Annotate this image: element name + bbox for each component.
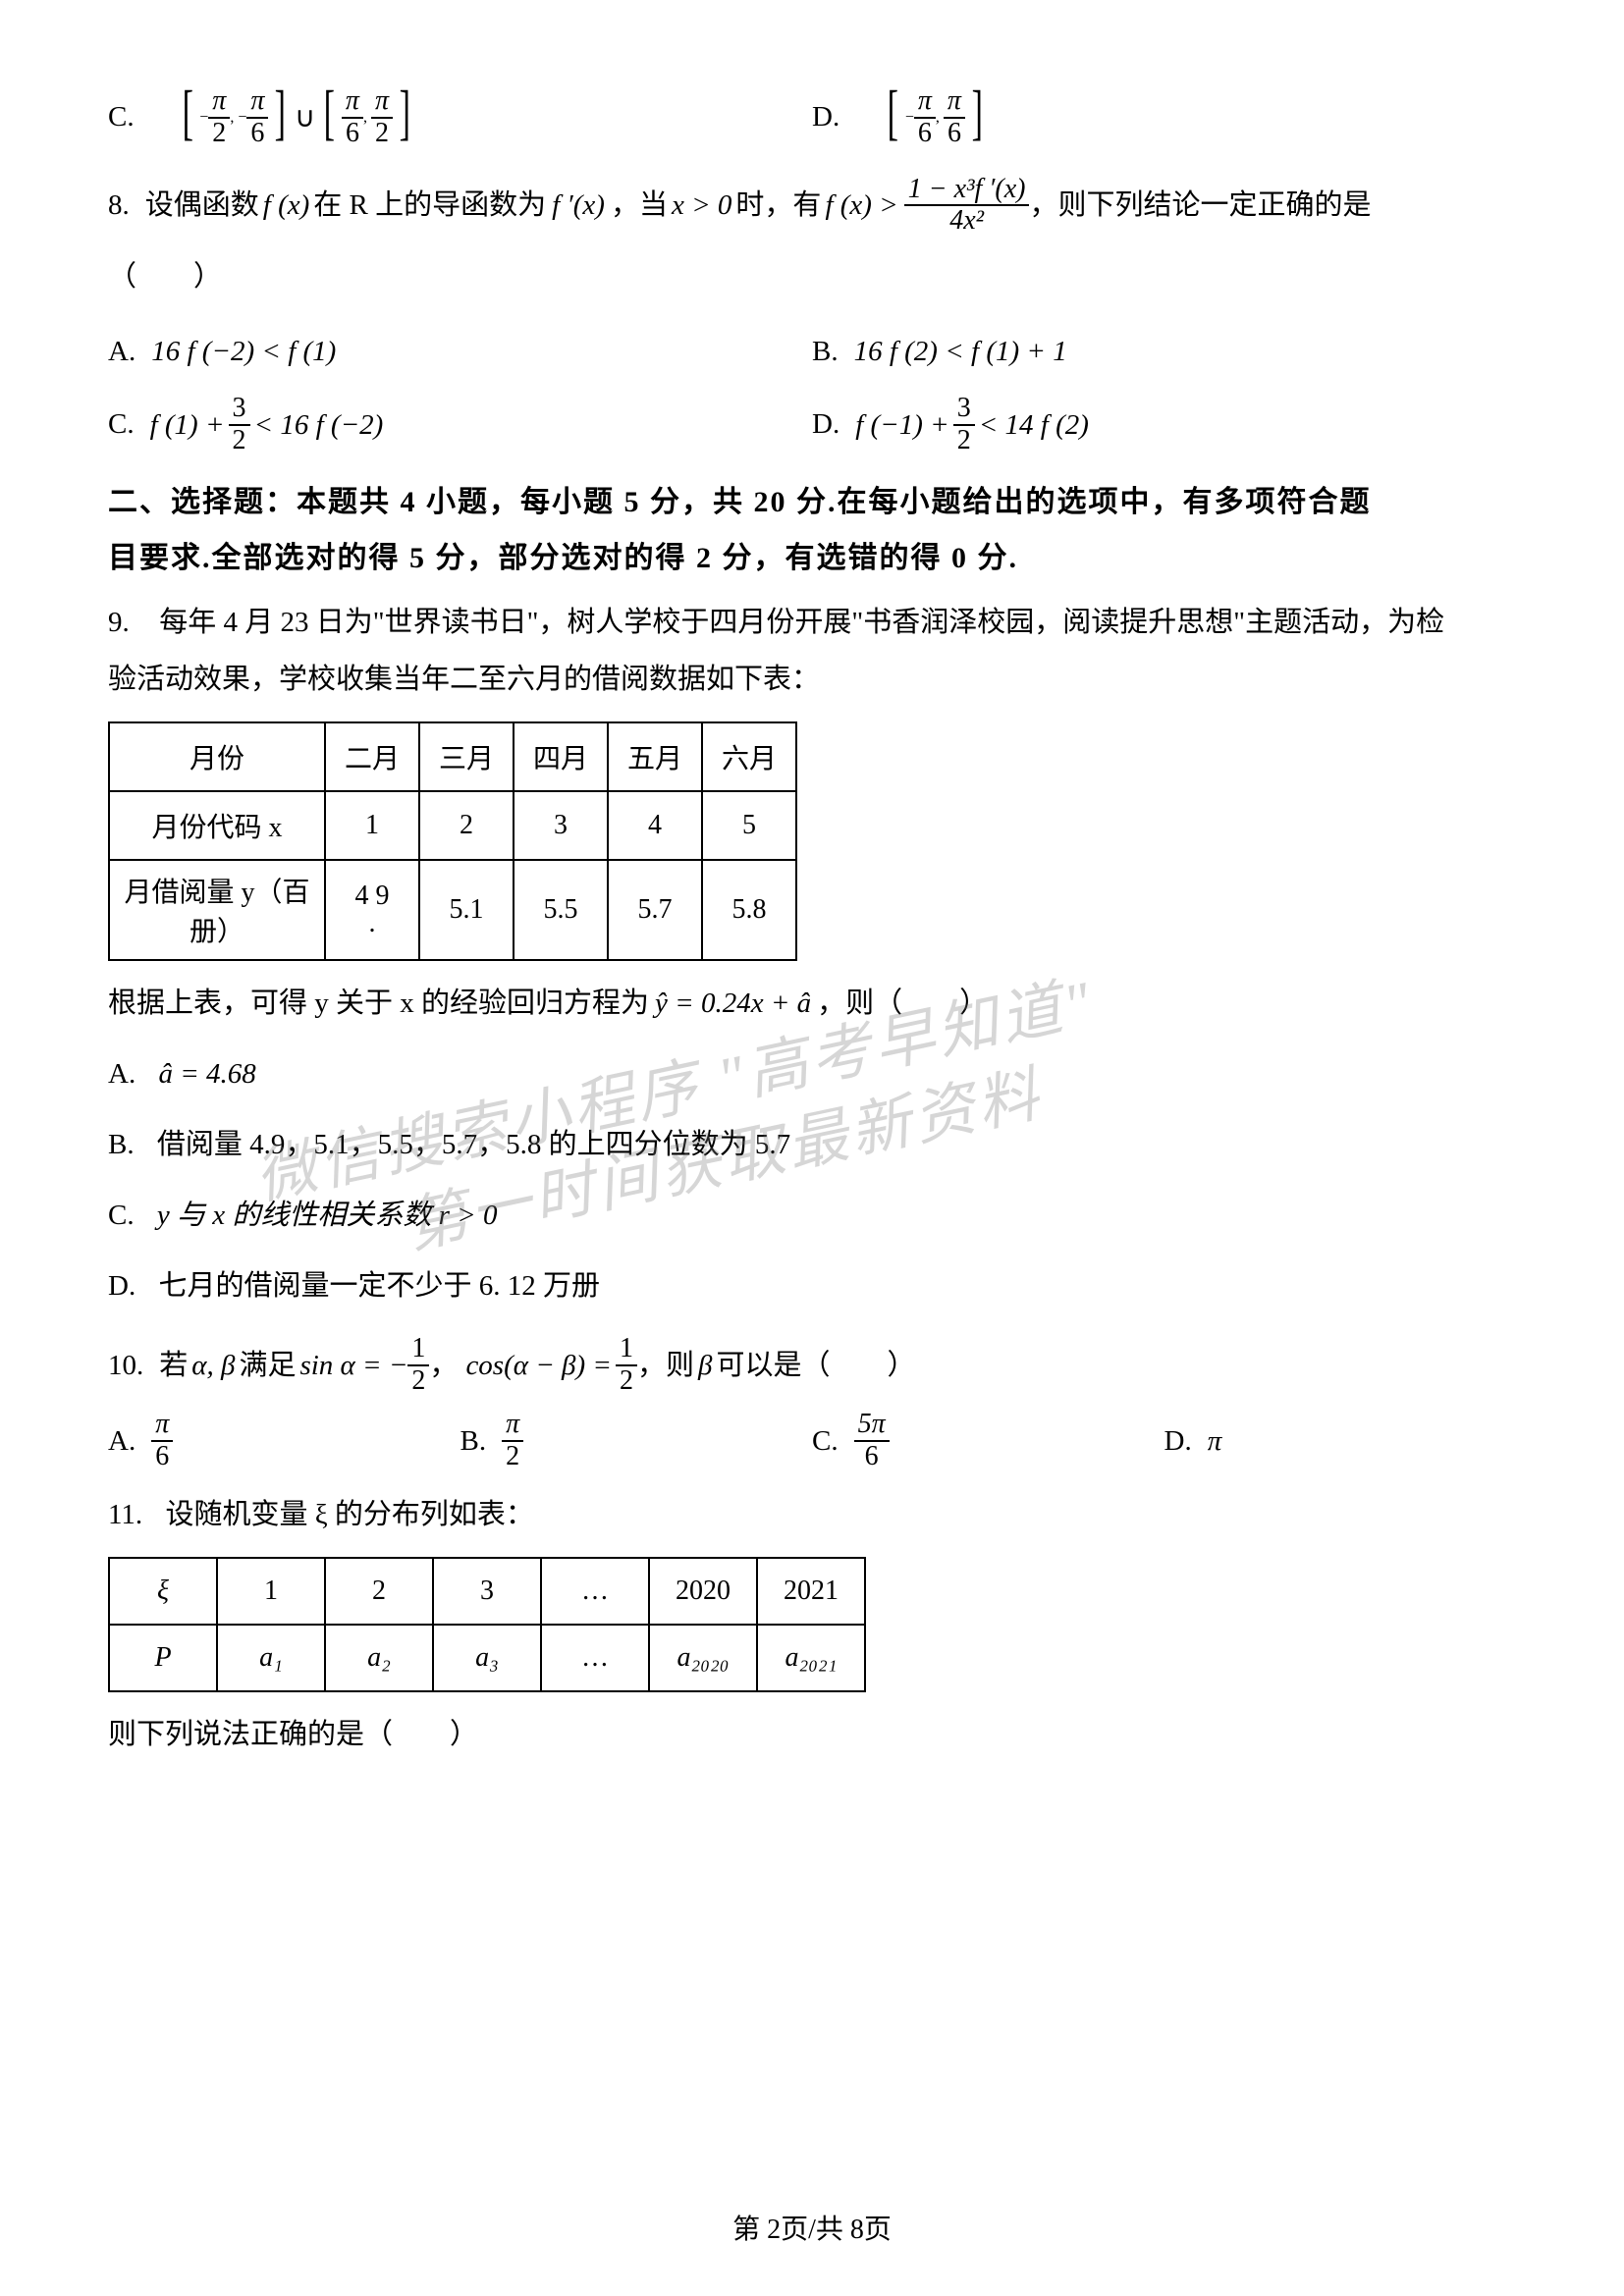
interval: [ − π6 , π6 ] xyxy=(883,86,987,149)
page: C. [ − π2 , − π6 ] ∪ [ π6 , π2 xyxy=(0,0,1624,2296)
page-footer: 第 2页/共 8页 xyxy=(0,2208,1624,2247)
q9-opt-b: B. 借阅量 4.9，5.1，5.5，5.7，5.8 的上四分位数为 5.7 xyxy=(108,1116,1516,1173)
table-row: P a₁ a₂ a₃ … a₂₀₂₀ a₂₀₂₁ xyxy=(109,1625,865,1691)
q11-after: 则下列说法正确的是（ ） xyxy=(108,1706,1516,1763)
q10-opt-c: C. 5π6 xyxy=(812,1410,1164,1472)
table-row: 月份代码 x 1 2 3 4 5 xyxy=(109,791,796,860)
q7-opt-d: D. [ − π6 , π6 ] xyxy=(812,86,1516,149)
table-row: 月份 二月 三月 四月 五月 六月 xyxy=(109,722,796,791)
q11-stem: 11. 设随机变量 ξ 的分布列如表： xyxy=(108,1486,1516,1543)
q8-paren: （ ） xyxy=(108,248,1516,305)
section-2-header: 二、选择题：本题共 4 小题，每小题 5 分，共 20 分.在每小题给出的选项中… xyxy=(108,474,1516,586)
q8-opt-d: D. f (−1) + 32 < 14 f (2) xyxy=(812,394,1516,456)
q10-options: A. π6 B. π2 C. 5π6 D. π xyxy=(108,1410,1516,1472)
q9-opt-c: C. y 与 x 的线性相关系数 r > 0 xyxy=(108,1187,1516,1244)
q10-opt-b: B. π2 xyxy=(460,1410,813,1472)
q8-opt-a: A. 16 f (−2) < f (1) xyxy=(108,323,812,380)
option-label: D. xyxy=(812,101,839,133)
interval-2: [ π6 , π2 ] xyxy=(319,86,414,149)
q9-opt-a: A. â = 4.68 xyxy=(108,1045,1516,1102)
option-label: C. xyxy=(108,101,135,133)
q10-opt-d: D. π xyxy=(1164,1410,1517,1472)
interval-1: [ − π2 , − π6 ] xyxy=(178,86,291,149)
q8-stem: 8. 设偶函数 f (x) 在 R 上的导函数为 f ′(x) ，当 x > 0… xyxy=(108,175,1516,238)
table-row: 月借阅量 y（百册） 4 9 . 5.1 5.5 5.7 5.8 xyxy=(109,860,796,960)
table-row: ξ 1 2 3 … 2020 2021 xyxy=(109,1558,865,1625)
q8-opt-b: B. 16 f (2) < f (1) + 1 xyxy=(812,323,1516,380)
q7-options-cd: C. [ − π2 , − π6 ] ∪ [ π6 , π2 xyxy=(108,86,1516,149)
q8-opts-cd: C. f (1) + 32 < 16 f (−2) D. f (−1) + 32… xyxy=(108,394,1516,456)
q9-stem: 9. 每年 4 月 23 日为"世界读书日"，树人学校于四月份开展"书香润泽校园… xyxy=(108,594,1516,651)
q9-table: 月份 二月 三月 四月 五月 六月 月份代码 x 1 2 3 4 5 月借阅量 … xyxy=(108,721,797,961)
q9-opt-d: D. 七月的借阅量一定不少于 6. 12 万册 xyxy=(108,1257,1516,1314)
q10-stem: 10. 若 α, β 满足 sin α = − 12 ， cos(α − β) … xyxy=(108,1334,1516,1397)
q11-table: ξ 1 2 3 … 2020 2021 P a₁ a₂ a₃ … a₂₀₂₀ a… xyxy=(108,1557,866,1692)
q10-opt-a: A. π6 xyxy=(108,1410,460,1472)
q8-opts-ab: A. 16 f (−2) < f (1) B. 16 f (2) < f (1)… xyxy=(108,323,1516,380)
q9-stem-2: 验活动效果，学校收集当年二至六月的借阅数据如下表： xyxy=(108,651,1516,708)
q9-after-table: 根据上表，可得 y 关于 x 的经验回归方程为 ŷ = 0.24x + â ，则… xyxy=(108,975,1516,1032)
q8-ineq-frac: 1 − x³f ′(x) 4x² xyxy=(904,175,1030,238)
q7-opt-c: C. [ − π2 , − π6 ] ∪ [ π6 , π2 xyxy=(108,86,812,149)
q8-opt-c: C. f (1) + 32 < 16 f (−2) xyxy=(108,394,812,456)
